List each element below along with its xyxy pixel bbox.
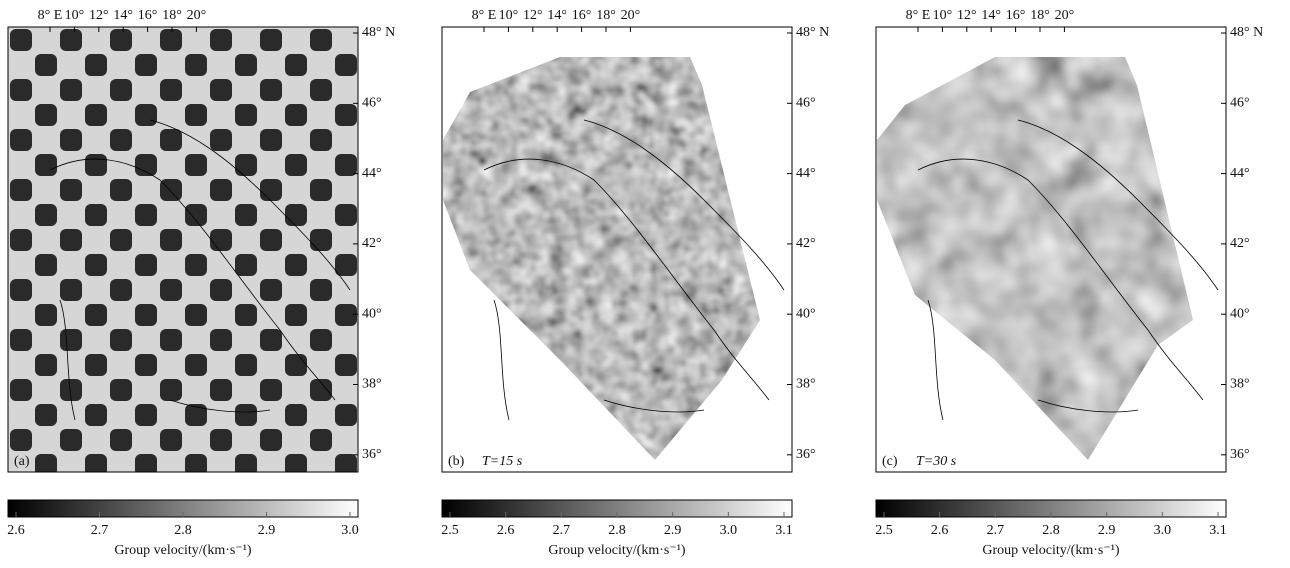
velocity-map [877, 57, 1193, 460]
lat-tick-label: 48° N [1230, 25, 1263, 40]
colorbar-tick-label: 3.1 [1209, 523, 1227, 538]
map-frame [875, 26, 1227, 473]
lon-tick-label: 18° [162, 8, 182, 23]
colorbar-tick-label: 2.8 [1042, 523, 1060, 538]
lon-tick-label: 16° [138, 8, 158, 23]
lat-tick-label: 36° [1230, 447, 1250, 462]
colorbar-tick-label: 3.1 [775, 523, 793, 538]
lat-tick-label: 38° [1230, 377, 1250, 392]
lon-tick-label: 8° E [472, 8, 497, 23]
colorbar-tick-label: 2.5 [875, 523, 893, 538]
lat-tick-label: 38° [362, 377, 382, 392]
lon-tick-label: 18° [596, 8, 616, 23]
lat-tick-label: 40° [1230, 306, 1250, 321]
colorbar-tick-label: 2.6 [497, 523, 515, 538]
colorbar-tick-label: 2.7 [987, 523, 1005, 538]
panel-period: T=30 s [916, 454, 957, 469]
colorbar-tick-label: 2.9 [664, 523, 682, 538]
lat-tick-label: 44° [1230, 166, 1250, 181]
lat-tick-label: 42° [796, 236, 816, 251]
lat-tick-label: 46° [796, 96, 816, 111]
lat-tick-label: 40° [362, 306, 382, 321]
colorbar-tick-label: 2.6 [7, 523, 25, 538]
lat-tick-label: 36° [796, 447, 816, 462]
lon-tick-label: 20° [621, 8, 641, 23]
lon-tick-label: 20° [187, 8, 207, 23]
lon-tick-label: 16° [1006, 8, 1026, 23]
colorbar-tick-label: 2.7 [553, 523, 571, 538]
colorbar-label: Group velocity/(km·s⁻¹) [548, 543, 686, 558]
colorbar-tick-label: 2.8 [608, 523, 626, 538]
lon-tick-label: 10° [933, 8, 953, 23]
colorbar-label: Group velocity/(km·s⁻¹) [982, 543, 1120, 558]
lat-tick-label: 48° N [362, 25, 395, 40]
lon-tick-label: 16° [572, 8, 592, 23]
lon-tick-label: 12° [89, 8, 109, 23]
colorbar-label: Group velocity/(km·s⁻¹) [114, 543, 252, 558]
lon-tick-label: 8° E [38, 8, 63, 23]
colorbar-tick-label: 3.0 [720, 523, 738, 538]
colorbar-tick-label: 2.7 [91, 523, 109, 538]
lon-tick-label: 12° [957, 8, 977, 23]
lat-tick-label: 38° [796, 377, 816, 392]
lat-tick-label: 48° N [796, 25, 829, 40]
colorbar-tick-label: 3.0 [341, 523, 359, 538]
map-frame [7, 26, 359, 473]
lon-tick-label: 20° [1055, 8, 1075, 23]
lat-tick-label: 42° [362, 236, 382, 251]
lat-tick-label: 44° [796, 166, 816, 181]
panel-label: (a) [14, 454, 30, 469]
colorbar-tick-label: 2.6 [931, 523, 949, 538]
colorbar-tick-label: 2.5 [441, 523, 459, 538]
lat-tick-label: 46° [362, 96, 382, 111]
lat-tick-label: 46° [1230, 96, 1250, 111]
lon-tick-label: 14° [981, 8, 1001, 23]
velocity-map [443, 57, 760, 460]
colorbar-tick-label: 2.9 [258, 523, 276, 538]
lon-tick-label: 12° [523, 8, 543, 23]
lon-tick-label: 10° [499, 8, 519, 23]
checkerboard-model [8, 27, 358, 472]
lon-tick-label: 8° E [906, 8, 931, 23]
lon-tick-label: 14° [547, 8, 567, 23]
colorbar-tick-label: 3.0 [1154, 523, 1172, 538]
colorbar-tick-label: 2.8 [174, 523, 192, 538]
coastlines [49, 119, 1219, 421]
lat-tick-label: 42° [1230, 236, 1250, 251]
map-frame [441, 26, 793, 473]
lon-tick-label: 14° [113, 8, 133, 23]
panel-label: (c) [882, 454, 898, 469]
lat-tick-label: 36° [362, 447, 382, 462]
lat-tick-label: 40° [796, 306, 816, 321]
lat-tick-label: 44° [362, 166, 382, 181]
lon-tick-label: 18° [1030, 8, 1050, 23]
panel-label: (b) [448, 454, 465, 469]
colorbar-tick-label: 2.9 [1098, 523, 1116, 538]
lon-tick-label: 10° [65, 8, 85, 23]
panel-period: T=15 s [482, 454, 523, 469]
